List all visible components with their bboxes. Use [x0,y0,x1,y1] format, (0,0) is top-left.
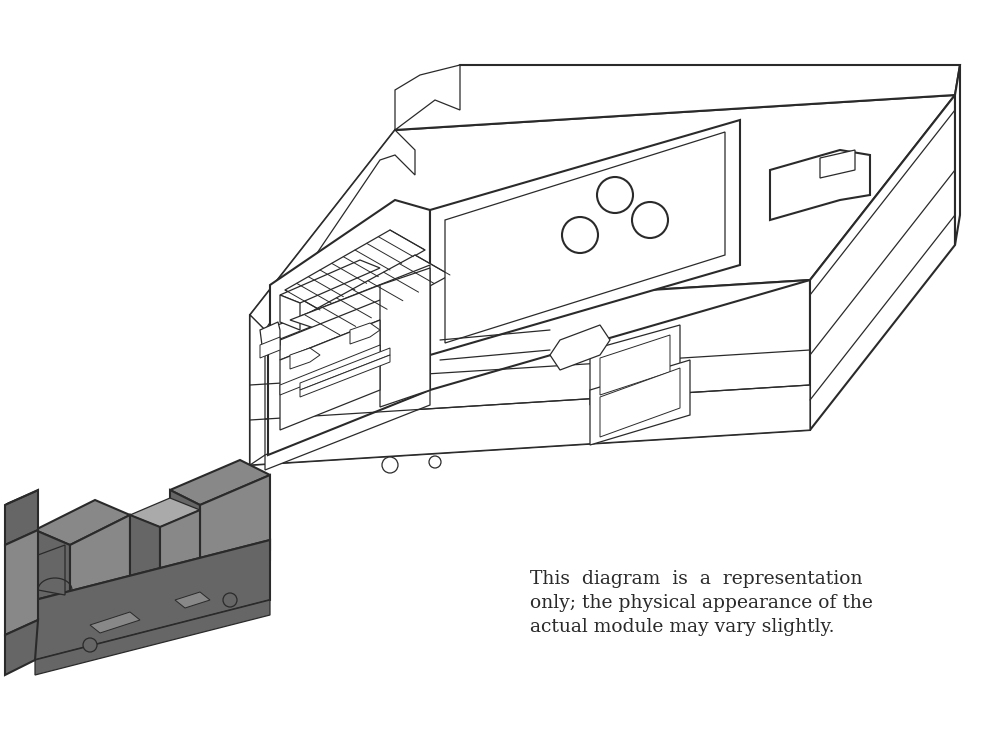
Polygon shape [280,295,300,330]
Polygon shape [250,95,955,315]
Polygon shape [445,132,725,343]
Polygon shape [200,475,270,580]
Polygon shape [300,348,390,390]
Polygon shape [170,490,200,580]
Polygon shape [265,390,430,470]
Polygon shape [90,612,140,633]
Polygon shape [590,325,680,405]
Polygon shape [130,498,200,527]
Polygon shape [35,600,270,675]
Polygon shape [810,95,955,430]
Circle shape [83,638,97,652]
Circle shape [632,202,668,238]
Polygon shape [350,323,380,344]
Polygon shape [250,280,810,465]
Polygon shape [5,490,38,505]
Text: actual module may vary slightly.: actual module may vary slightly. [530,618,834,636]
Polygon shape [35,530,70,615]
Polygon shape [38,545,65,595]
Polygon shape [820,150,855,178]
Polygon shape [5,490,38,545]
Text: only; the physical appearance of the: only; the physical appearance of the [530,594,873,612]
Text: This  diagram  is  a  representation: This diagram is a representation [530,570,862,588]
Polygon shape [280,345,380,395]
Polygon shape [280,280,430,360]
Polygon shape [590,360,690,445]
Polygon shape [250,385,810,465]
Polygon shape [430,120,740,355]
Polygon shape [395,65,460,130]
Polygon shape [35,540,270,620]
Polygon shape [260,337,280,358]
Polygon shape [70,515,130,615]
Polygon shape [175,592,210,608]
Polygon shape [600,335,670,395]
Polygon shape [955,65,960,245]
Polygon shape [285,230,425,310]
Polygon shape [250,130,415,330]
Polygon shape [250,315,265,465]
Polygon shape [600,368,680,437]
Polygon shape [300,355,390,397]
Circle shape [223,593,237,607]
Circle shape [597,177,633,213]
Polygon shape [770,150,870,220]
Polygon shape [265,265,430,345]
Polygon shape [260,322,280,353]
Polygon shape [550,325,610,370]
Polygon shape [130,515,160,590]
Polygon shape [5,620,38,675]
Polygon shape [270,200,430,400]
Circle shape [429,456,441,468]
Polygon shape [268,285,430,455]
Polygon shape [395,65,960,130]
Circle shape [382,457,398,473]
Polygon shape [35,540,270,660]
Polygon shape [380,268,430,407]
Polygon shape [290,285,410,330]
Polygon shape [160,510,200,590]
Polygon shape [280,320,380,430]
Polygon shape [170,460,270,505]
Polygon shape [280,260,380,303]
Polygon shape [5,530,38,635]
Polygon shape [290,348,320,369]
Circle shape [562,217,598,253]
Polygon shape [35,500,130,545]
Polygon shape [305,255,450,335]
